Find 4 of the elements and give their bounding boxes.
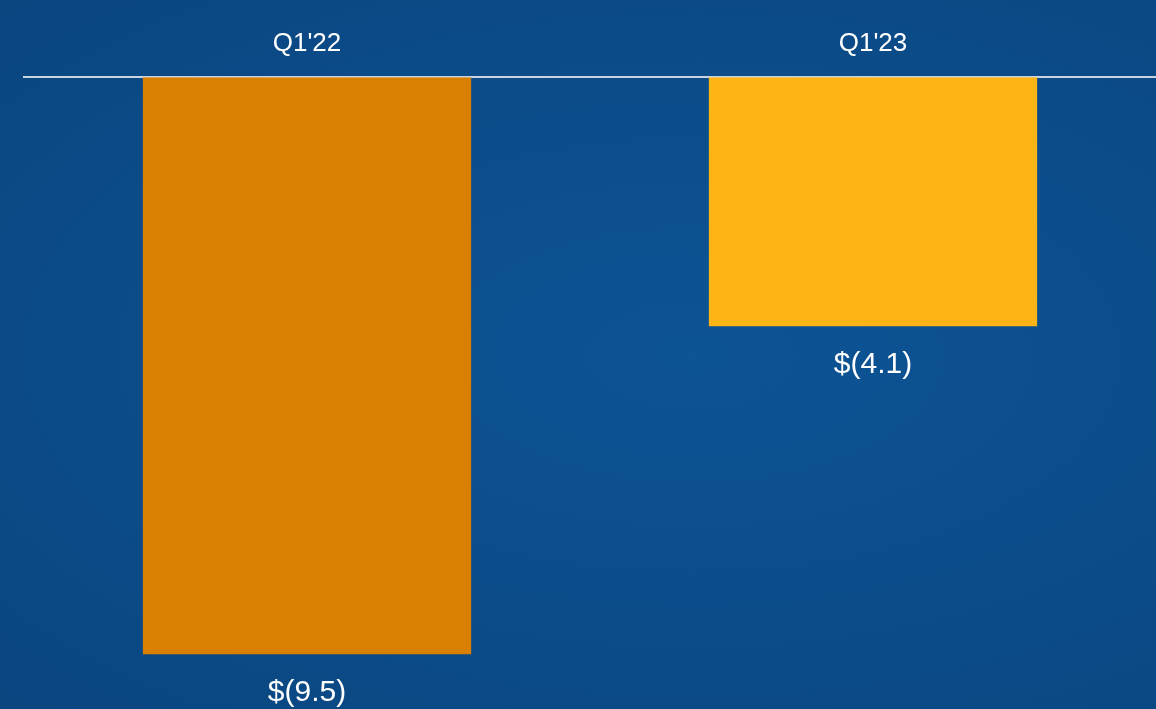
x-tick-label: Q1'22 — [272, 26, 342, 57]
data-label: $(4.1) — [833, 345, 913, 379]
x-tick-label: Q1'23 — [838, 26, 908, 57]
data-label: $(9.5) — [267, 673, 347, 707]
